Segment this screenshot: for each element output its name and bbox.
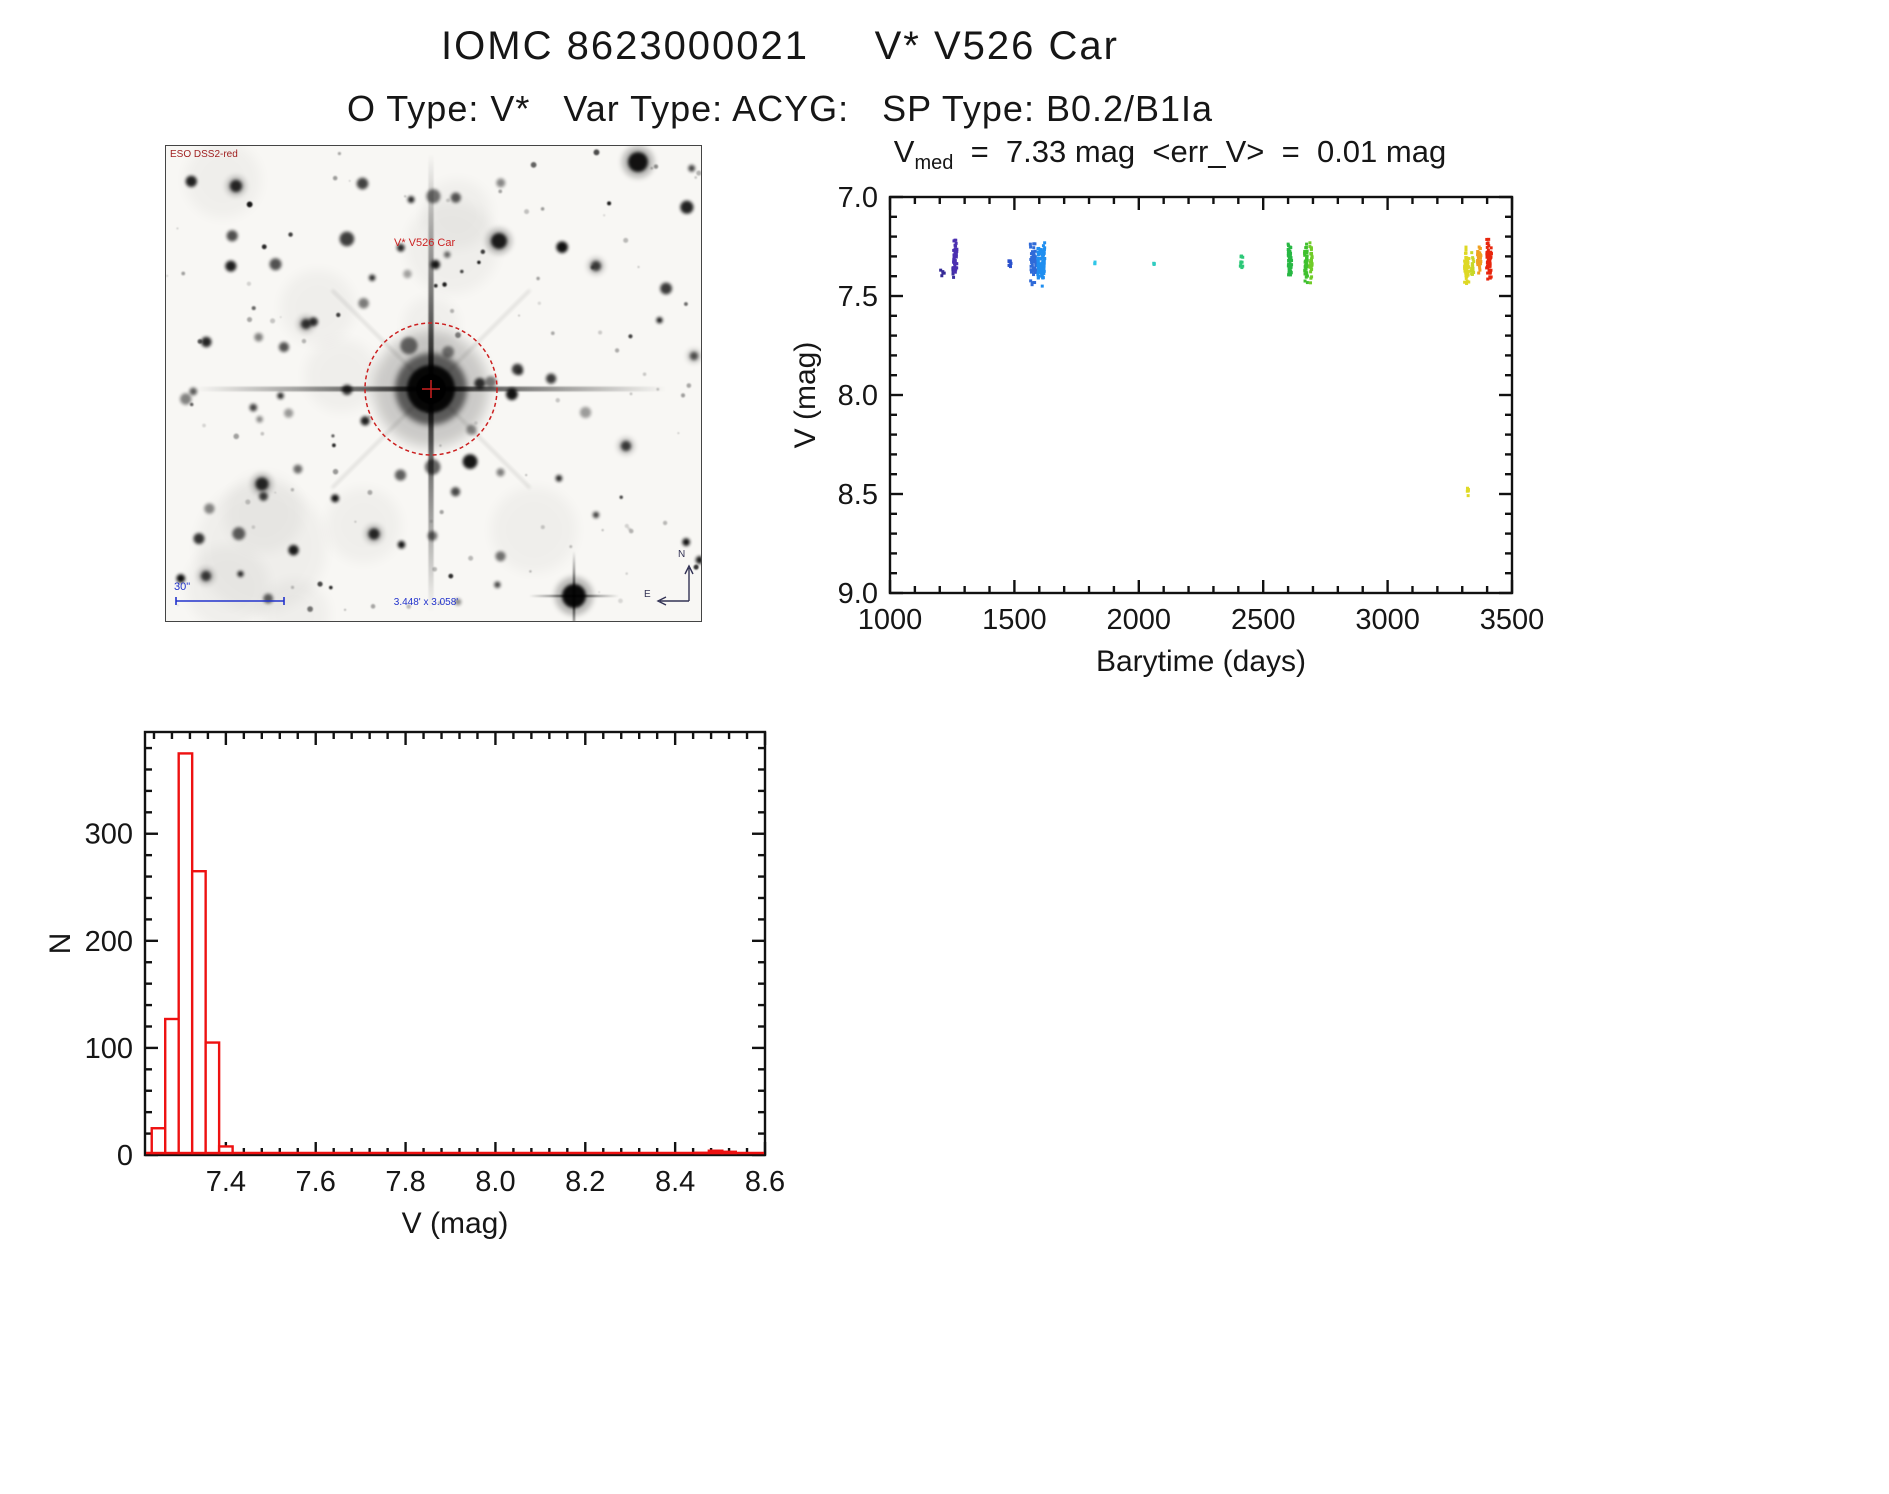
svg-text:7.0: 7.0 [838,182,878,214]
svg-text:2000: 2000 [1107,604,1172,636]
lightcurve-title: Vmed = 7.33 mag <err_V> = 0.01 mag [790,134,1550,175]
axis-labels: 1000 1500 2000 2500 3000 3500 7.0 7.5 8.0 8.5 9.0 B… [789,182,1544,678]
lightcurve-plot: 1000 1500 2000 2500 3000 3500 7.0 7.5 8.0 8.5 9.0 B… [789,182,1544,678]
finder-chart: ESO DSS2-red V* V526 Car 30" 3.448' x 3.… [165,145,702,622]
lightcurve-title-rest: = 7.33 mag <err_V> = 0.01 mag [953,134,1447,169]
axes [888,195,1514,595]
svg-text:7.6: 7.6 [296,1166,336,1198]
svg-text:8.0: 8.0 [475,1166,515,1198]
compass-icon [656,564,694,606]
page-title: IOMC 8623000021 V* V526 Car [441,24,1119,68]
target-star-label: V* V526 Car [394,237,456,249]
svg-text:3000: 3000 [1355,604,1420,636]
svg-text:8.2: 8.2 [565,1166,605,1198]
svg-text:V (mag): V (mag) [789,342,822,449]
svg-text:3500: 3500 [1480,604,1545,636]
page-subtitle: O Type: V* Var Type: ACYG: SP Type: B0.2… [346,88,1214,129]
svg-text:0: 0 [117,1140,133,1172]
svg-text:9.0: 9.0 [838,578,878,610]
field-size-label: 3.448' x 3.058' [393,597,459,608]
scale-bar [175,597,285,605]
compass-north-label: N [678,549,686,560]
svg-text:7.5: 7.5 [838,281,878,313]
svg-text:100: 100 [85,1033,133,1065]
svg-text:Barytime (days): Barytime (days) [1096,645,1306,678]
lightcurve-title-prefix: V [893,134,915,169]
target-circle [364,322,498,456]
axis-labels: 7.4 7.6 7.8 8.0 8.2 8.4 8.6 0 100 200 300 V (mag) N [44,819,785,1240]
survey-label: ESO DSS2-red [170,149,238,160]
svg-text:8.5: 8.5 [838,479,878,511]
svg-text:2500: 2500 [1231,604,1296,636]
svg-text:V (mag): V (mag) [402,1207,509,1240]
svg-text:8.4: 8.4 [655,1166,695,1198]
histogram-plot: 7.4 7.6 7.8 8.0 8.2 8.4 8.6 0 100 200 300 V (mag) N [44,730,785,1240]
axes [143,730,767,1157]
svg-text:1000: 1000 [858,604,923,636]
svg-text:300: 300 [85,819,133,851]
svg-text:8.0: 8.0 [838,380,878,412]
svg-text:8.6: 8.6 [745,1166,785,1198]
svg-text:7.8: 7.8 [385,1166,425,1198]
scale-bar-label: 30" [174,581,191,593]
histogram-bars [146,752,764,1155]
lightcurve-title-sub: med [914,152,954,175]
svg-text:7.4: 7.4 [206,1166,246,1198]
svg-text:N: N [44,933,77,955]
data-points [939,237,1493,498]
compass-east-label: E [644,589,651,600]
svg-text:200: 200 [85,926,133,958]
svg-text:1500: 1500 [982,604,1047,636]
finder-chart-image [166,146,701,621]
